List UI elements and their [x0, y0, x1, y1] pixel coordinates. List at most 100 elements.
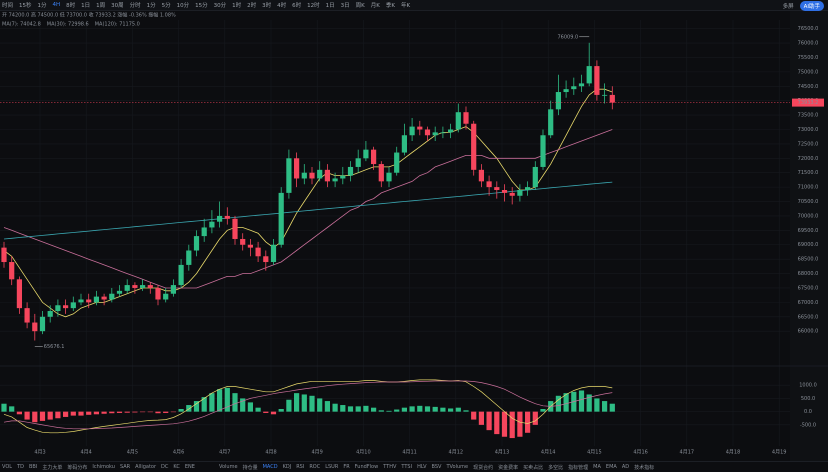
candle-body	[548, 109, 554, 136]
candle-body	[309, 172, 315, 179]
sub-indicator[interactable]: LSUR	[325, 464, 339, 470]
y-tick-label: 67000.0	[798, 300, 819, 306]
sub-indicator[interactable]: TVolume	[446, 464, 469, 470]
sub-indicator[interactable]: RSI	[296, 464, 305, 470]
candle-body	[340, 175, 346, 179]
price-axis-bg	[790, 11, 828, 461]
timeframe-tab[interactable]: 3时	[262, 3, 272, 9]
main-indicator[interactable]: BBI	[28, 464, 38, 470]
timeframe-tab[interactable]: 周K	[355, 3, 365, 9]
timeframe-tab[interactable]: 8时	[66, 3, 76, 9]
sub-indicator[interactable]: AD	[621, 464, 630, 470]
candle-body	[294, 158, 300, 179]
x-tick-label: 4月13	[495, 450, 510, 456]
timeframe-tab[interactable]: 年K	[401, 3, 411, 9]
main-indicator[interactable]: SAR	[119, 464, 131, 470]
timeframe-tab[interactable]: 30分	[213, 3, 227, 9]
timeframe-tab[interactable]: 4时	[277, 3, 287, 9]
timeframe-tab[interactable]: 时间	[2, 3, 14, 9]
candle-body	[140, 285, 146, 288]
timeframe-tab[interactable]: 分时	[129, 3, 141, 9]
macd-bar	[193, 401, 200, 412]
sub-indicator[interactable]: 技术指标	[634, 464, 655, 471]
timeframe-tab[interactable]: 15秒	[19, 3, 32, 9]
timeframe-tab[interactable]: 2时	[247, 3, 257, 9]
main-indicator[interactable]: DC	[161, 464, 169, 470]
legend-entry: MA(30): 72998.6	[47, 22, 89, 28]
timeframe-tab[interactable]: 季K	[385, 3, 395, 9]
sub-indicator[interactable]: KDJ	[282, 464, 292, 470]
candle-body	[378, 164, 384, 182]
y-tick-label: 71500.0	[798, 170, 819, 176]
sub-indicator[interactable]: 持仓量	[242, 464, 258, 471]
sub-indicator[interactable]: ROC	[309, 464, 321, 470]
multi-screen[interactable]: 多屏	[782, 4, 794, 10]
candle-body	[255, 247, 261, 257]
ai-button[interactable]: AI助手	[799, 1, 824, 11]
y-tick-label: 72500.0	[798, 141, 819, 147]
candle-body	[270, 244, 277, 263]
sub-indicator[interactable]: BSV	[431, 464, 442, 470]
macd-bar	[170, 411, 176, 413]
main-indicator[interactable]: 筹码分布	[67, 464, 88, 471]
main-indicator[interactable]: ENE	[184, 464, 195, 470]
timeframe-tab[interactable]: 10分	[176, 3, 190, 9]
macd-bar	[448, 408, 454, 412]
timeframe-tab[interactable]: 1周	[96, 3, 106, 9]
macd-bar	[24, 411, 30, 420]
candle-body	[178, 264, 184, 286]
timeframe-tab[interactable]: 1分	[146, 3, 156, 9]
sub-indicator[interactable]: 指标管理	[568, 464, 589, 471]
timeframe-tab[interactable]: 15分	[195, 3, 208, 9]
y-tick-label: 73000.0	[798, 127, 819, 133]
candle-body	[32, 322, 38, 332]
sub-indicator[interactable]: 资金费率	[498, 464, 519, 471]
sub-indicator[interactable]: TTHV	[383, 464, 397, 470]
sub-indicator[interactable]: 买卖占比	[523, 464, 544, 471]
sub-indicator[interactable]: MA	[593, 464, 601, 470]
macd-line	[3, 379, 613, 434]
candle-body	[16, 279, 22, 309]
main-indicator[interactable]: TD	[17, 464, 24, 470]
macd-bar	[270, 411, 277, 415]
sub-indicator[interactable]: 现货合约	[473, 464, 494, 471]
timeframe-tab[interactable]: 月K	[370, 3, 380, 9]
macd-tick-label: 0.0	[804, 409, 812, 415]
timeframe-tab[interactable]: 6时	[292, 3, 302, 9]
candle-body	[525, 187, 531, 190]
sub-indicator[interactable]: FundFlow	[354, 464, 379, 470]
macd-bar	[594, 398, 600, 412]
sub-indicator[interactable]: Volume	[218, 464, 238, 470]
macd-bar	[147, 411, 153, 413]
candle-body	[501, 190, 508, 193]
timeframe-tab[interactable]: 1日	[325, 3, 335, 9]
y-tick-label: 72000.0	[798, 156, 819, 162]
timeframe-tab[interactable]: 4H	[52, 2, 61, 8]
candle-body	[394, 152, 400, 173]
main-indicator[interactable]: Alligator	[135, 464, 157, 470]
candle-body	[101, 296, 107, 300]
sub-indicator[interactable]: 多空比	[548, 464, 564, 471]
timeframe-tab[interactable]: 30周	[111, 3, 124, 9]
timeframe-tab[interactable]: 5分	[161, 3, 171, 9]
timeframe-tab[interactable]: 1分	[37, 3, 47, 9]
main-indicator[interactable]: 主力大单	[42, 464, 63, 471]
candle-body	[155, 287, 161, 300]
main-indicator[interactable]: KC	[173, 464, 180, 470]
sub-indicator[interactable]: TTSI	[401, 464, 413, 470]
high-label: 76009.0	[558, 34, 579, 40]
timeframe-tab[interactable]: 12时	[307, 3, 320, 9]
sub-indicator[interactable]: EMA	[605, 464, 617, 470]
candle-body	[578, 83, 585, 87]
macd-bar	[517, 411, 523, 437]
sub-indicator[interactable]: HLV	[417, 464, 427, 470]
timeframe-tab[interactable]: 1日	[81, 3, 91, 9]
timeframe-tab[interactable]: 3日	[340, 3, 350, 9]
sub-indicator[interactable]: MACD	[262, 464, 278, 470]
x-tick-label: 4月5	[127, 450, 138, 456]
sub-indicator[interactable]: FR	[343, 464, 350, 470]
main-indicator[interactable]: Ichimoku	[92, 464, 115, 470]
timeframe-tab[interactable]: 1时	[232, 3, 242, 9]
main-indicator[interactable]: VOL	[2, 464, 13, 470]
candle-body	[386, 172, 392, 182]
